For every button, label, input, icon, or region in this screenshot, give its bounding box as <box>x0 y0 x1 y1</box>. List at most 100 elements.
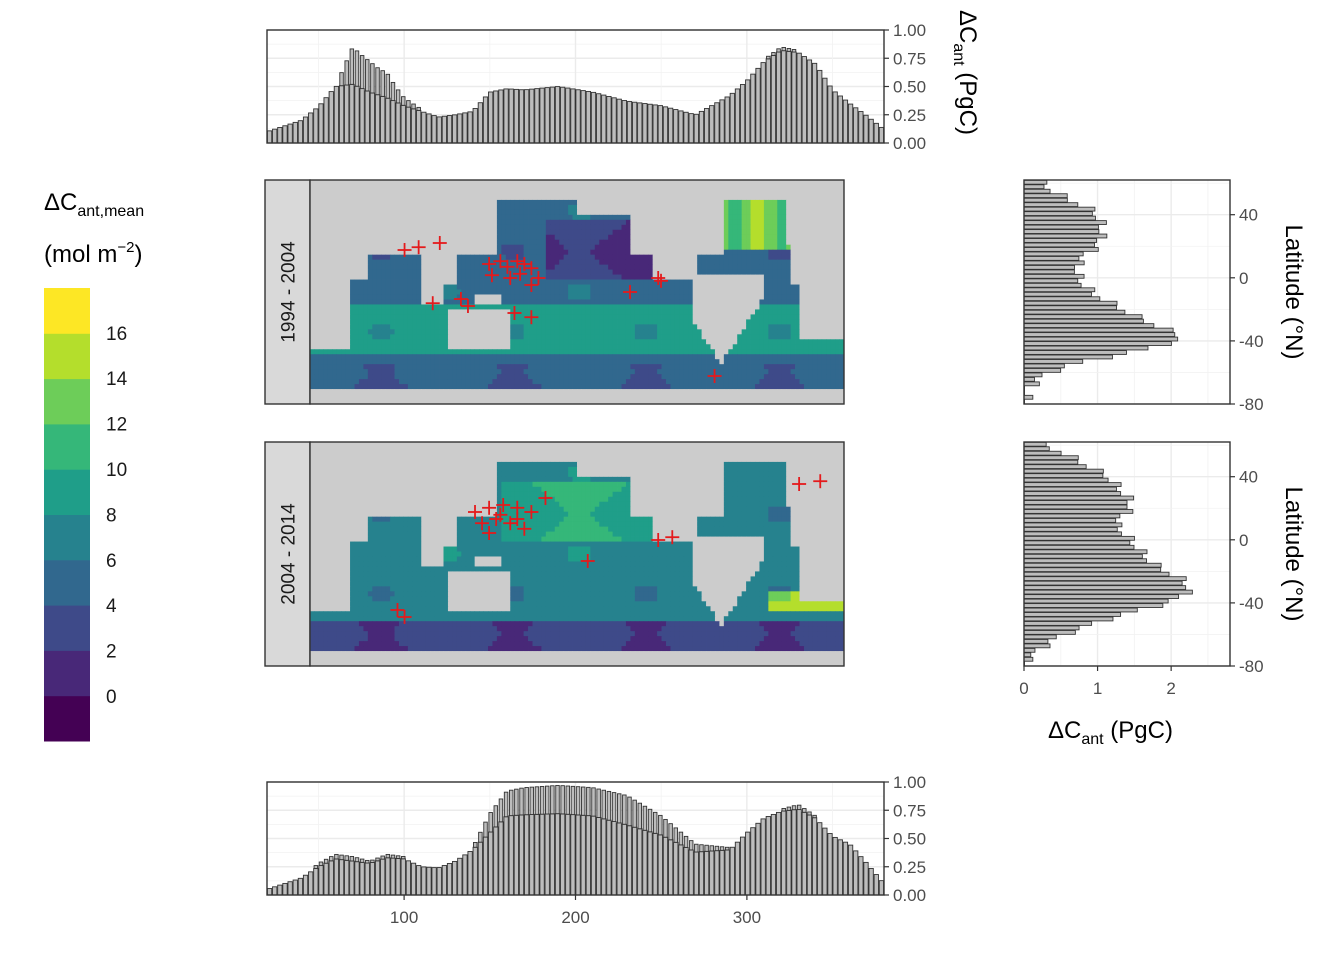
map-cell <box>639 259 645 266</box>
histogram-bar <box>781 47 786 52</box>
histogram-bar <box>524 89 530 144</box>
map-cell <box>456 309 462 315</box>
map-cell <box>461 274 467 280</box>
map-cell <box>697 204 702 211</box>
map-cell <box>612 229 618 236</box>
map-cell <box>674 249 680 256</box>
map-cell <box>505 224 511 231</box>
map-cell <box>630 279 636 285</box>
map-cell <box>514 299 520 305</box>
map-cell <box>803 269 809 275</box>
map-cell <box>746 264 751 270</box>
map-cell <box>456 294 462 300</box>
map-cell <box>817 269 823 275</box>
map-cell <box>577 304 582 310</box>
map-cell <box>536 189 542 196</box>
map-cell <box>719 344 725 350</box>
map-cell <box>345 304 351 310</box>
histogram-bar <box>694 843 699 853</box>
map-cell <box>648 364 654 370</box>
map-cell <box>795 314 800 320</box>
map-cell <box>519 249 524 256</box>
map-cell <box>358 259 364 266</box>
map-cell <box>354 180 360 186</box>
map-cell <box>358 219 364 226</box>
map-cell <box>416 324 422 330</box>
map-cell <box>697 354 702 360</box>
map-cell <box>336 324 342 330</box>
histogram-bar <box>868 867 874 896</box>
map-cell <box>470 269 476 275</box>
map-cell <box>572 209 578 216</box>
map-cell <box>447 234 453 241</box>
map-cell <box>817 180 823 186</box>
histogram-bar <box>483 821 488 838</box>
map-cell <box>728 204 734 211</box>
map-cell <box>323 369 329 375</box>
map-cell <box>434 359 440 365</box>
map-cell <box>835 289 840 295</box>
map-cell <box>666 324 671 330</box>
map-cell <box>710 189 716 196</box>
map-cell <box>572 359 578 365</box>
map-cell <box>545 294 551 300</box>
map-cell <box>608 224 613 231</box>
map-cell <box>425 249 431 256</box>
map-cell <box>803 244 809 251</box>
map-cell <box>808 359 814 365</box>
map-cell <box>603 274 609 280</box>
map-cell <box>541 214 547 221</box>
map-cell <box>830 184 836 191</box>
map-cell <box>603 324 609 330</box>
histogram-bar <box>344 60 349 86</box>
map-cell <box>345 324 351 330</box>
map-cell <box>728 254 734 261</box>
map-cell <box>407 274 413 280</box>
map-cell <box>803 289 809 295</box>
map-cell <box>688 219 694 226</box>
map-cell <box>581 264 587 270</box>
histogram-bar <box>775 811 782 896</box>
histogram-bar <box>344 84 350 144</box>
map-cell <box>746 269 751 275</box>
map-cell <box>599 224 605 231</box>
map-cell <box>381 199 387 206</box>
map-cell <box>461 344 467 350</box>
map-cell <box>612 324 618 330</box>
map-cell <box>323 229 329 236</box>
map-cell <box>768 239 774 246</box>
map-cell <box>630 244 636 251</box>
map-cell <box>479 304 484 310</box>
map-cell <box>795 304 800 310</box>
map-cell <box>318 249 324 256</box>
map-cell <box>803 199 809 206</box>
map-cell <box>821 349 827 355</box>
map-cell <box>710 364 716 370</box>
map-cell <box>545 309 551 315</box>
map-cell <box>581 259 587 266</box>
map-cell <box>719 319 725 325</box>
map-cell <box>612 204 618 211</box>
histogram-bar <box>401 856 406 860</box>
map-cell <box>666 269 671 275</box>
map-cell <box>354 334 360 340</box>
map-cell <box>439 259 444 266</box>
map-cell <box>488 189 493 196</box>
map-cell <box>786 299 791 305</box>
map-cell <box>732 304 738 310</box>
map-cell <box>701 324 707 330</box>
map-cell <box>563 339 569 345</box>
map-cell <box>372 284 378 290</box>
map-cell <box>585 304 591 310</box>
map-cell <box>581 329 587 335</box>
map-cell <box>706 254 711 261</box>
map-cell <box>519 214 524 221</box>
map-cell <box>808 354 814 360</box>
map-cell <box>839 274 845 280</box>
map-cell <box>594 209 600 216</box>
map-cell <box>545 239 551 246</box>
map-cell <box>634 294 640 300</box>
map-cell <box>625 299 631 305</box>
map-cell <box>768 344 774 350</box>
map-cell <box>519 224 524 231</box>
